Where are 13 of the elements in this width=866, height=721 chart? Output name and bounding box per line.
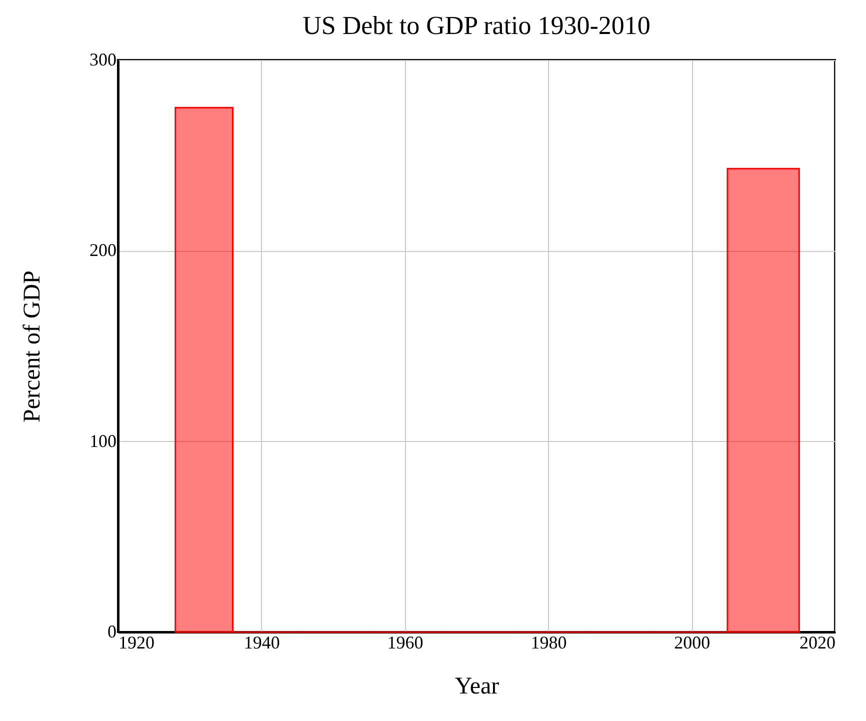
y-tick-label: 0	[108, 622, 116, 642]
y-tick-label: 100	[90, 430, 116, 451]
x-tick-label: 2020	[800, 632, 836, 652]
x-tick-label: 2000	[674, 632, 710, 652]
chart-title: US Debt to GDP ratio 1930-2010	[302, 11, 650, 40]
x-tick-label: 1980	[530, 632, 567, 652]
y-tick-label: 300	[90, 50, 116, 70]
y-axis-title: Percent of GDP	[20, 270, 46, 422]
x-tick-label: 1940	[244, 632, 280, 652]
x-tick-label: 1960	[387, 632, 424, 652]
x-axis-title: Year	[454, 674, 500, 700]
y-tick-label: 200	[90, 240, 116, 260]
x-tick-label: 1920	[118, 632, 154, 652]
